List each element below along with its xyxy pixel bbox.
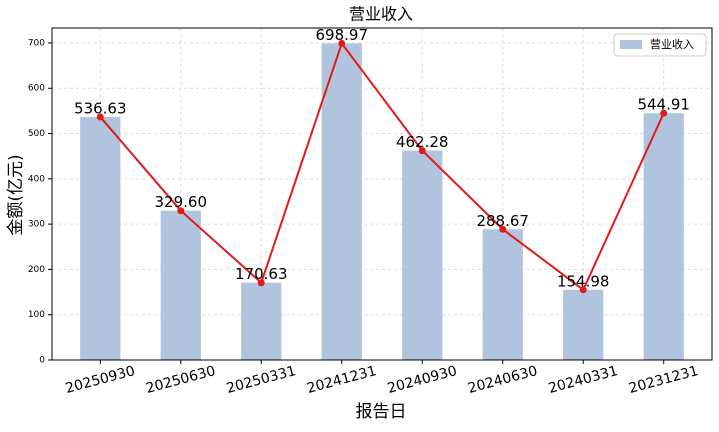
line-marker	[418, 147, 426, 155]
value-label: 170.63	[235, 265, 288, 283]
y-tick-label: 600	[28, 84, 45, 94]
value-label: 536.63	[74, 99, 127, 117]
x-tick-label: 20250930	[64, 363, 137, 397]
line-marker	[257, 279, 265, 287]
line-marker	[96, 113, 104, 121]
line-marker	[338, 39, 346, 47]
value-label: 329.60	[155, 193, 208, 211]
x-tick-label: 20250331	[225, 363, 298, 397]
value-label: 698.97	[316, 26, 369, 44]
x-tick-label: 20231231	[627, 363, 700, 397]
bar	[643, 113, 684, 360]
bar	[402, 150, 443, 360]
bar	[321, 43, 362, 360]
y-tick-label: 500	[28, 129, 45, 139]
legend-swatch	[620, 40, 642, 49]
y-tick-label: 0	[39, 356, 45, 366]
value-label: 544.91	[637, 96, 690, 114]
y-axis-label: 金额(亿元)	[6, 154, 26, 235]
line-marker	[177, 207, 185, 215]
y-tick-label: 700	[28, 38, 45, 48]
y-tick-label: 200	[28, 265, 45, 275]
plot-frame	[51, 27, 713, 361]
x-tick-label: 20240930	[386, 363, 459, 397]
x-tick-label: 20240630	[466, 363, 539, 397]
bar	[241, 282, 282, 360]
y-tick-label: 400	[28, 174, 45, 184]
chart-title: 营业收入	[349, 5, 413, 24]
x-tick-label: 20240331	[547, 363, 620, 397]
line	[99, 41, 665, 292]
y-tick-label: 300	[28, 220, 45, 230]
value-label: 462.28	[396, 133, 449, 151]
bar	[160, 210, 201, 360]
x-axis-label: 报告日	[356, 402, 407, 422]
x-tick-label: 20241231	[305, 363, 378, 397]
line-marker	[660, 109, 668, 117]
bar	[482, 229, 523, 360]
value-label: 288.67	[476, 212, 529, 230]
bar	[563, 289, 604, 360]
bar	[80, 116, 121, 361]
line-marker	[499, 225, 507, 233]
legend-box	[613, 33, 707, 57]
x-tick-label: 20250630	[144, 363, 217, 397]
legend-label: 营业收入	[650, 37, 694, 51]
line-marker	[579, 286, 587, 294]
y-tick-label: 100	[28, 310, 45, 320]
value-label: 154.98	[557, 272, 610, 290]
